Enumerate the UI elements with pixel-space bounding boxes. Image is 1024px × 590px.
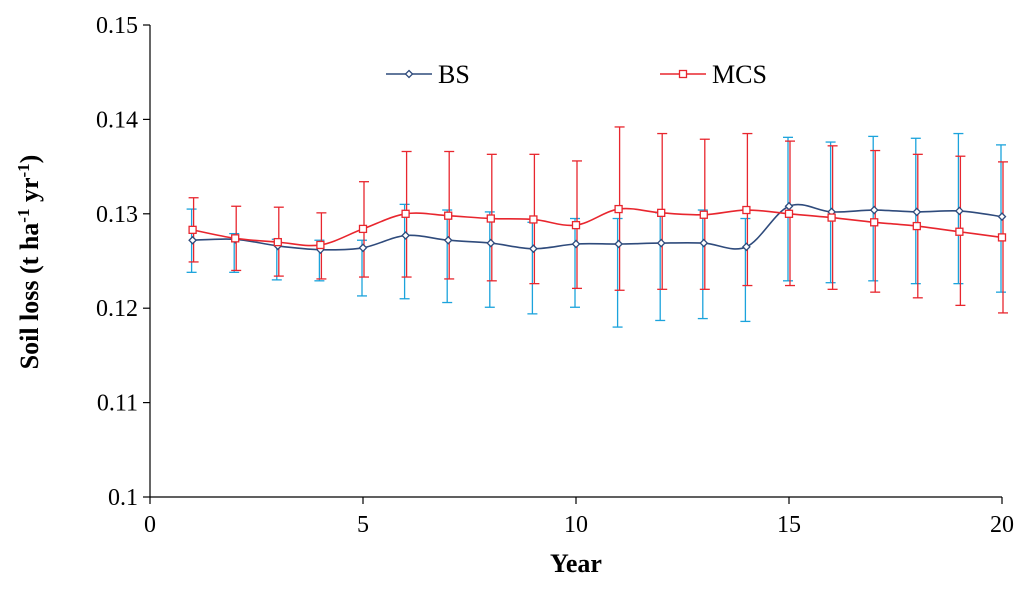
plot-area	[186, 126, 1008, 328]
series-line-bs	[192, 203, 1003, 251]
x-tick-label: 20	[990, 512, 1014, 538]
data-point-bs	[912, 207, 922, 217]
y-tick-label: 0.13	[96, 202, 138, 228]
data-point-mcs	[401, 209, 410, 218]
legend-label-mcs: MCS	[712, 60, 767, 89]
y-tick-label: 0.12	[96, 296, 138, 322]
data-point-mcs	[358, 224, 368, 234]
data-point-mcs	[188, 225, 197, 234]
data-point-bs	[869, 205, 879, 215]
data-point-mcs	[316, 240, 325, 250]
y-axis-title: Soil loss (t ha-1 yr-1)	[14, 155, 44, 370]
x-tick-label: 5	[357, 512, 369, 538]
data-point-mcs	[699, 210, 708, 219]
y-tick-label: 0.15	[96, 13, 138, 39]
series-line-mcs	[192, 207, 1003, 247]
series-bs	[186, 132, 1006, 328]
data-point-mcs	[571, 220, 581, 230]
legend: BS MCS	[386, 60, 767, 89]
y-tick-label: 0.1	[108, 485, 138, 511]
data-point-bs	[954, 206, 964, 216]
data-point-mcs	[657, 208, 666, 218]
series-mcs	[188, 126, 1008, 314]
x-tick-label: 10	[564, 512, 588, 538]
data-point-mcs	[231, 234, 240, 243]
data-point-bs	[741, 242, 751, 252]
data-point-mcs	[273, 237, 282, 247]
data-point-bs	[656, 238, 666, 248]
data-point-mcs	[955, 227, 964, 236]
data-point-mcs	[870, 218, 879, 227]
data-point-mcs	[614, 204, 623, 214]
series-mcs-line-group	[188, 204, 1007, 250]
data-point-bs	[486, 238, 496, 248]
y-tick-label: 0.11	[97, 391, 138, 417]
data-point-mcs	[742, 205, 751, 215]
y-tick-label: 0.14	[96, 107, 138, 133]
y-axis-title-sup-1: -1	[14, 209, 33, 223]
y-axis-title-part-a: Soil loss (t ha	[15, 223, 44, 370]
series-bs-line-group	[188, 201, 1007, 255]
y-axis-title-part-c: )	[15, 155, 44, 164]
legend-item-bs: BS	[386, 60, 470, 89]
data-point-mcs	[784, 209, 794, 218]
data-point-bs	[997, 212, 1007, 222]
x-axis-title: Year	[550, 549, 602, 578]
x-tick-label: 0	[144, 512, 156, 538]
axes	[149, 25, 1002, 498]
data-point-bs	[571, 239, 581, 249]
data-point-bs	[443, 235, 453, 245]
legend-item-mcs: MCS	[660, 60, 767, 89]
data-point-bs	[401, 231, 411, 240]
data-point-mcs	[529, 215, 538, 224]
data-point-bs	[358, 243, 368, 253]
data-point-mcs	[486, 214, 495, 223]
series-mcs-error-bars	[188, 126, 1008, 314]
data-point-bs	[188, 235, 198, 245]
data-point-bs	[784, 201, 794, 211]
y-axis-title-part-b: yr	[15, 177, 44, 208]
legend-label-bs: BS	[438, 60, 470, 89]
x-tick-label: 15	[777, 512, 801, 538]
legend-swatch-marker-bs	[404, 69, 414, 79]
ticks: 0.1 0.11 0.12 0.13 0.14 0.15 0 5 10 15 20	[96, 13, 1014, 538]
series-bs-error-bars	[186, 132, 1006, 328]
data-point-mcs	[912, 221, 921, 231]
data-point-mcs	[827, 213, 836, 222]
data-point-bs	[614, 239, 624, 249]
legend-swatch-marker-mcs	[678, 69, 688, 79]
data-point-bs	[528, 244, 538, 254]
data-point-mcs	[997, 233, 1007, 242]
data-point-bs	[699, 238, 709, 248]
y-axis-title-sup-2: -1	[14, 163, 33, 177]
data-point-mcs	[444, 211, 453, 220]
